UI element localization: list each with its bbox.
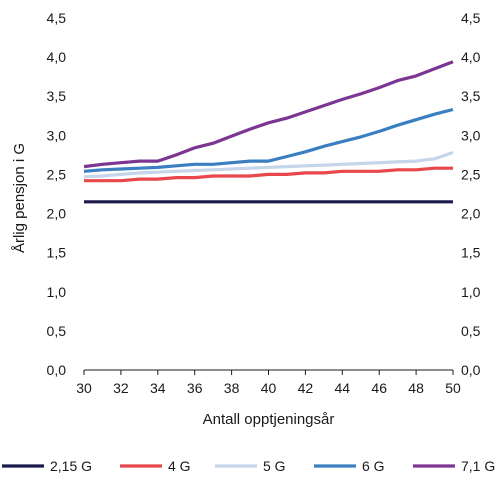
- x-tick-label: 38: [224, 380, 240, 396]
- y-tick-label-left: 1,0: [47, 284, 67, 300]
- y-tick-label-left: 4,5: [47, 10, 67, 26]
- y-tick-label-left: 2,0: [47, 206, 67, 222]
- legend-label-3: 5 G: [263, 458, 286, 474]
- x-tick-label: 44: [335, 380, 351, 396]
- x-tick-label: 36: [187, 380, 203, 396]
- y-tick-label-left: 3,0: [47, 127, 67, 143]
- series-line-4: [83, 107, 454, 173]
- y-tick-label-right: 2,0: [461, 206, 481, 222]
- y-tick-label-left: 2,5: [47, 166, 67, 182]
- y-tick-label-right: 0,0: [461, 362, 481, 378]
- x-tick-label: 50: [445, 380, 461, 396]
- x-tick-label: 46: [371, 380, 387, 396]
- y-tick-labels-left: 0,0 0,5 1,0 1,5 2,0 2,5 3,0 3,5 4,0 4,5: [47, 10, 67, 378]
- y-tick-labels-right: 0,0 0,5 1,0 1,5 2,0 2,5 3,0 3,5 4,0 4,5: [461, 10, 481, 378]
- y-tick-label-right: 2,5: [461, 166, 481, 182]
- legend-label-5: 7,1 G: [461, 458, 495, 474]
- x-tick-label: 48: [408, 380, 424, 396]
- x-tick-label: 34: [150, 380, 166, 396]
- y-tick-label-right: 1,0: [461, 284, 481, 300]
- y-axis-title: Årlig pensjon i G: [11, 143, 28, 253]
- y-tick-label-left: 3,5: [47, 88, 67, 104]
- x-tick-label: 32: [113, 380, 129, 396]
- y-tick-label-right: 3,5: [461, 88, 481, 104]
- y-tick-label-left: 1,5: [47, 245, 67, 261]
- y-tick-label-left: 0,0: [47, 362, 67, 378]
- series-line-3: [83, 150, 454, 179]
- legend-label-2: 4 G: [168, 458, 191, 474]
- x-tick-label: 42: [298, 380, 314, 396]
- x-tick-label: 30: [76, 380, 92, 396]
- y-tick-label-left: 4,0: [47, 49, 67, 65]
- y-tick-label-right: 1,5: [461, 245, 481, 261]
- y-tick-label-right: 4,5: [461, 10, 481, 26]
- y-tick-label-left: 0,5: [47, 323, 67, 339]
- y-tick-label-right: 4,0: [461, 49, 481, 65]
- legend-label-1: 2,15 G: [50, 458, 92, 474]
- x-tick-labels: 30 32 34 36 38 40 42 44 46 48 50: [76, 370, 461, 396]
- y-tick-label-right: 3,0: [461, 127, 481, 143]
- series-line-2: [84, 166, 453, 183]
- y-tick-label-right: 0,5: [461, 323, 481, 339]
- x-tick-label: 40: [261, 380, 277, 396]
- legend: 2,15 G 4 G 5 G 6 G 7,1 G: [2, 458, 495, 474]
- series-lines: [83, 60, 454, 204]
- legend-label-4: 6 G: [362, 458, 385, 474]
- series-line-5: [83, 60, 454, 169]
- x-axis-title: Antall opptjeningsår: [203, 411, 335, 428]
